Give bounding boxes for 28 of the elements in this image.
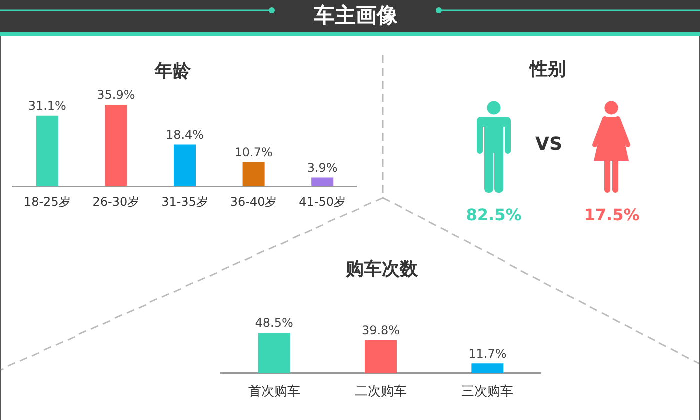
data-label: 31.1% (28, 99, 66, 114)
x-tick-label: 36-40岁 (230, 194, 278, 209)
data-label: 82.5% (466, 205, 522, 225)
text: VS (536, 134, 562, 156)
bar (242, 162, 265, 187)
chart-title: 年龄 (155, 61, 191, 83)
x-tick-label: 二次购车 (355, 384, 407, 400)
bar (174, 144, 196, 187)
x-tick-label: 26-30岁 (92, 194, 140, 209)
bar (312, 178, 334, 187)
data-label: 48.5% (255, 316, 294, 330)
data-label: 17.5% (584, 205, 640, 225)
x-tick-label: 41-50岁 (299, 194, 346, 209)
x-tick-label: 31-35岁 (162, 194, 208, 209)
text: 车主画像 (314, 3, 398, 29)
bar (36, 116, 58, 187)
text: 性别 (530, 59, 566, 81)
data-label: 10.7% (234, 145, 273, 160)
data-label: 3.9% (307, 160, 338, 175)
chart-title: 购车次数 (346, 259, 418, 281)
x-tick-label: 三次购车 (462, 384, 514, 400)
data-label: 11.7% (468, 346, 507, 361)
x-tick-label: 18-25岁 (24, 194, 71, 209)
x-tick-label: 首次购车 (248, 384, 300, 400)
bar (105, 105, 128, 187)
data-label: 18.4% (166, 128, 204, 142)
data-label: 39.8% (362, 323, 400, 338)
data-label: 35.9% (97, 88, 136, 102)
